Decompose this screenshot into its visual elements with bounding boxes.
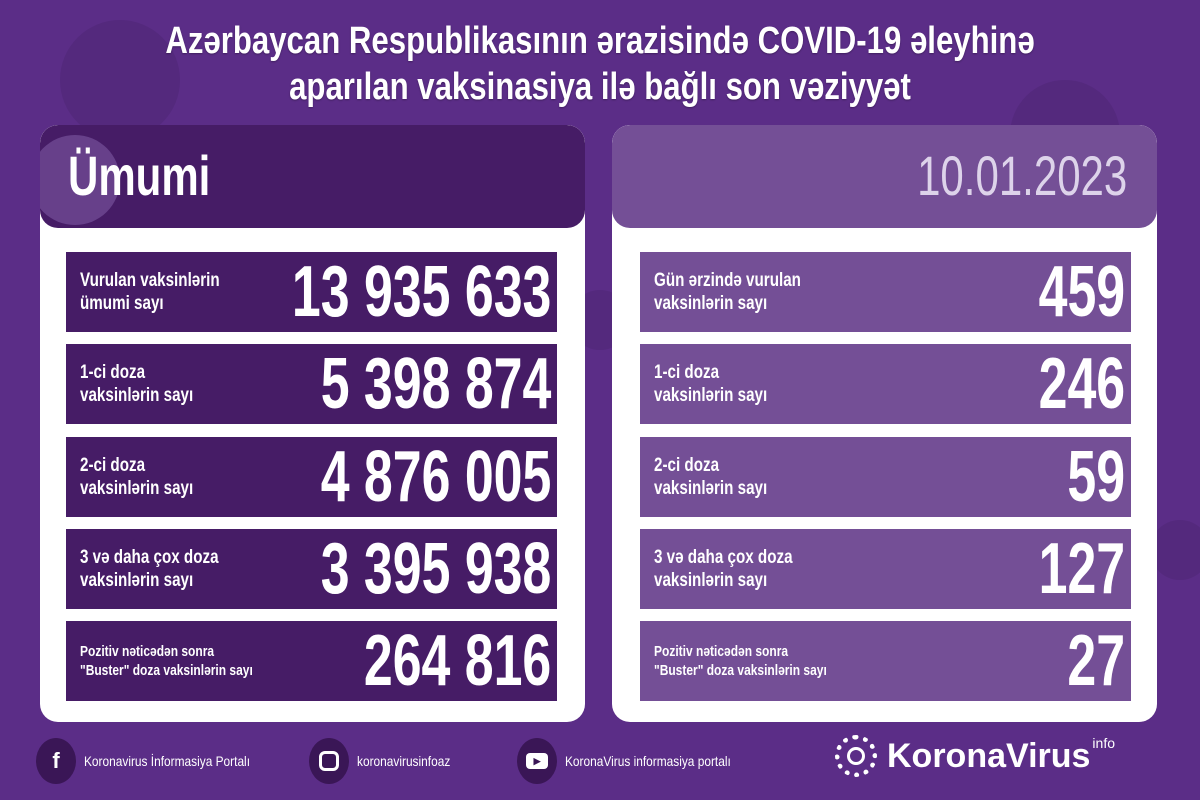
stat-value: 3 395 938 [320,529,551,609]
stat-row: 3 və daha çox doza vaksinlərin sayı 3 395… [66,529,557,609]
stat-value: 4 876 005 [320,437,551,517]
stat-value: 59 [1067,437,1125,517]
stat-value: 5 398 874 [320,344,551,424]
stat-row: 3 və daha çox doza vaksinlərin sayı 127 [640,529,1131,609]
stat-label: Vurulan vaksinlərin ümumi sayı [80,270,220,314]
stat-value: 127 [1038,529,1125,609]
stat-row: Gün ərzində vurulan vaksinlərin sayı 459 [640,252,1131,332]
stat-label: Gün ərzində vurulan vaksinlərin sayı [654,270,801,314]
stat-row: 2-ci doza vaksinlərin sayı 4 876 005 [66,437,557,517]
logo-text: KoronaVirus [887,736,1091,775]
instagram-label: koronavirusinfoaz [357,753,451,769]
stat-label: Pozitiv nəticədən sonra "Buster" doza va… [654,643,827,679]
youtube-link[interactable]: ▶ KoronaVirus informasiya portalı [517,738,760,784]
youtube-icon: ▶ [517,738,558,784]
stat-value: 459 [1038,252,1125,332]
sun-icon [835,735,877,777]
facebook-label: Koronavirus İnformasiya Portalı [84,753,251,769]
youtube-label: KoronaVirus informasiya portalı [565,753,731,769]
stat-label: 1-ci doza vaksinlərin sayı [654,362,768,406]
instagram-link[interactable]: koronavirusinfoaz [309,738,467,784]
stat-row: Pozitiv nəticədən sonra "Buster" doza va… [66,621,557,701]
facebook-link[interactable]: f Koronavirus İnformasiya Portalı [36,738,279,784]
stat-value: 27 [1067,621,1125,701]
virus-decoration [60,20,180,140]
stat-value: 246 [1038,344,1125,424]
stat-row: 2-ci doza vaksinlərin sayı 59 [640,437,1131,517]
virus-icon [40,135,120,225]
daily-header: 10.01.2023 [612,125,1157,228]
stat-row: Vurulan vaksinlərin ümumi sayı 13 935 633 [66,252,557,332]
stat-label: Pozitiv nəticədən sonra "Buster" doza va… [80,643,253,679]
total-heading: Ümumi [68,144,211,207]
total-card: Ümumi Vurulan vaksinlərin ümumi sayı 13 9… [40,125,585,722]
date-heading: 10.01.2023 [916,144,1127,207]
facebook-icon: f [36,738,76,784]
footer: f Koronavirus İnformasiya Portalı koronav… [36,738,782,784]
stat-row: 1-ci doza vaksinlərin sayı 246 [640,344,1131,424]
virus-decoration [1150,520,1200,580]
stat-label: 3 və daha çox doza vaksinlərin sayı [654,547,793,591]
logo-sup: info [1092,735,1115,751]
stat-label: 3 və daha çox doza vaksinlərin sayı [80,547,219,591]
koronavirus-logo: KoronaVirus info [835,735,1115,777]
stat-value: 13 935 633 [291,252,551,332]
stat-row: 1-ci doza vaksinlərin sayı 5 398 874 [66,344,557,424]
stat-label: 2-ci doza vaksinlərin sayı [80,455,194,499]
total-header: Ümumi [40,125,585,228]
stat-row: Pozitiv nəticədən sonra "Buster" doza va… [640,621,1131,701]
stat-label: 1-ci doza vaksinlərin sayı [80,362,194,406]
stat-label: 2-ci doza vaksinlərin sayı [654,455,768,499]
page-title: Azərbaycan Respublikasının ərazisində CO… [165,20,1035,108]
instagram-icon [309,738,350,784]
daily-card: 10.01.2023 Gün ərzində vurulan vaksinlər… [612,125,1157,722]
stat-value: 264 816 [363,621,551,701]
